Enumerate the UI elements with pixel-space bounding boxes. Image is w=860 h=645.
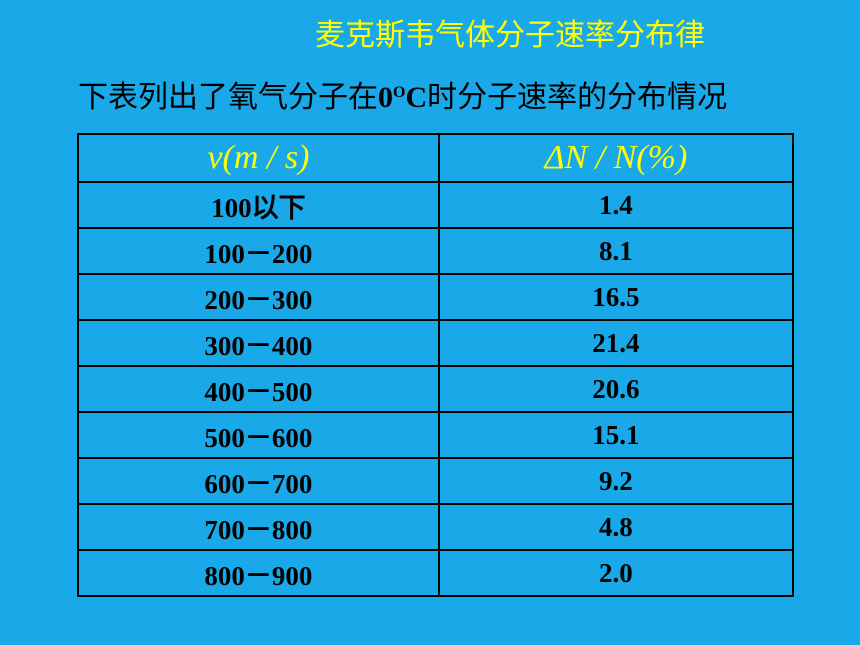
speed-range-cell: 700－800 — [77, 503, 440, 551]
header-speed: v(m / s) — [77, 133, 440, 183]
subtitle-text-after: 时分子速率的分布情况 — [427, 80, 728, 115]
degree-sign: O — [393, 84, 406, 101]
speed-range-cell: 100－200 — [77, 227, 440, 275]
speed-range-cell: 600－700 — [77, 457, 440, 505]
fraction-cell: 20.6 — [437, 365, 795, 413]
speed-range-cell: 300－400 — [77, 319, 440, 367]
table-row: 100－200 8.1 — [77, 227, 795, 275]
speed-range-cell: 400－500 — [77, 365, 440, 413]
temperature-value: 0OC — [378, 81, 428, 114]
table-row: 800－900 2.0 — [77, 549, 795, 597]
fraction-cell: 2.0 — [437, 549, 795, 597]
speed-range-cell: 100以下 — [77, 181, 440, 229]
fraction-cell: 8.1 — [437, 227, 795, 275]
table-row: 400－500 20.6 — [77, 365, 795, 413]
speed-distribution-table: v(m / s) ΔN / N(%) 100以下 1.4 100－200 8.1… — [77, 133, 795, 597]
speed-range-cell: 200－300 — [77, 273, 440, 321]
header-fraction: ΔN / N(%) — [437, 133, 795, 183]
table-row: 700－800 4.8 — [77, 503, 795, 551]
speed-range-cell: 800－900 — [77, 549, 440, 597]
fraction-cell: 21.4 — [437, 319, 795, 367]
table-row: 600－700 9.2 — [77, 457, 795, 505]
table-row: 500－600 15.1 — [77, 411, 795, 459]
speed-range-cell: 500－600 — [77, 411, 440, 459]
slide-subtitle: 下表列出了氧气分子在0OC时分子速率的分布情况 — [78, 72, 727, 116]
fraction-cell: 1.4 — [437, 181, 795, 229]
fraction-cell: 4.8 — [437, 503, 795, 551]
table-row: 300－400 21.4 — [77, 319, 795, 367]
fraction-cell: 15.1 — [437, 411, 795, 459]
fraction-cell: 16.5 — [437, 273, 795, 321]
table-header-row: v(m / s) ΔN / N(%) — [77, 133, 795, 183]
slide-title: 麦克斯韦气体分子速率分布律 — [315, 18, 705, 53]
fraction-cell: 9.2 — [437, 457, 795, 505]
subtitle-text-before: 下表列出了氧气分子在 — [78, 80, 378, 115]
table-row: 200－300 16.5 — [77, 273, 795, 321]
table-row: 100以下 1.4 — [77, 181, 795, 229]
